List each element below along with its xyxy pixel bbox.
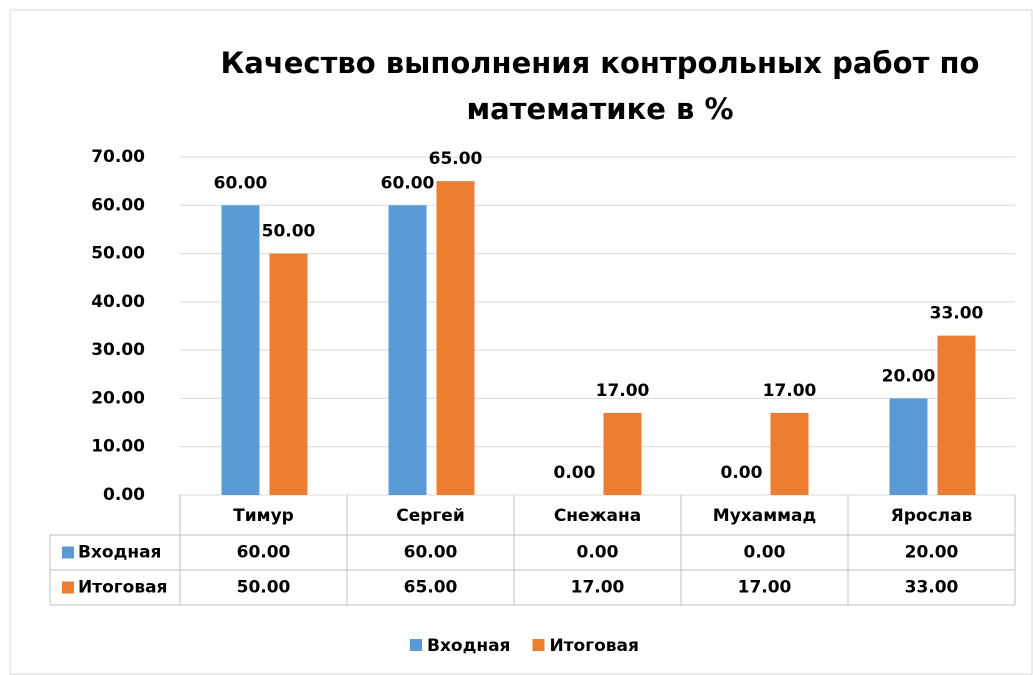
bar — [221, 205, 260, 496]
x-tick-label: Ярослав — [891, 506, 973, 526]
table-cell: 60.00 — [404, 543, 458, 563]
table-cell: 50.00 — [237, 578, 291, 598]
y-tick-label: 50.00 — [91, 244, 145, 264]
y-tick-label: 70.00 — [91, 147, 145, 167]
chart-frame — [9, 9, 1033, 675]
x-tick-label: Мухаммад — [713, 506, 816, 526]
x-tick-label: Снежана — [554, 506, 641, 526]
bar — [889, 398, 928, 495]
legend-label: Итоговая — [549, 636, 638, 656]
table-cell: 17.00 — [571, 578, 625, 598]
data-label: 17.00 — [763, 381, 817, 401]
legend-key — [532, 639, 545, 651]
legend-key — [62, 546, 74, 559]
x-tick-label: Сергей — [396, 506, 465, 526]
data-label: 17.00 — [596, 381, 650, 401]
y-tick-label: 60.00 — [91, 195, 145, 215]
data-label: 60.00 — [381, 173, 435, 193]
data-label: 0.00 — [721, 463, 763, 483]
data-label: 50.00 — [262, 222, 316, 242]
bar — [436, 181, 475, 495]
data-label: 60.00 — [214, 173, 268, 193]
data-label: 20.00 — [882, 366, 936, 386]
table-cell: 17.00 — [738, 578, 792, 598]
table-cell: 0.00 — [744, 543, 786, 563]
legend-key — [62, 581, 74, 594]
data-label: 33.00 — [930, 304, 984, 324]
y-tick-label: 10.00 — [91, 437, 145, 457]
bar — [269, 253, 308, 495]
legend-key — [410, 639, 422, 651]
x-tick-label: Тимур — [233, 506, 294, 526]
y-tick-label: 40.00 — [91, 292, 145, 312]
table-cell: 0.00 — [577, 543, 619, 563]
table-cell: 65.00 — [404, 578, 458, 598]
table-cell: 33.00 — [905, 578, 959, 598]
table-cell: 20.00 — [905, 543, 959, 563]
table-row-label: Итоговая — [78, 578, 167, 598]
bar — [937, 335, 976, 495]
bar — [770, 412, 809, 495]
bar — [603, 412, 642, 495]
table-row-label: Входная — [78, 543, 161, 563]
chart-title: Качество выполнения контрольных работ по… — [220, 46, 980, 126]
bar — [388, 205, 427, 496]
legend-label: Входная — [427, 636, 510, 656]
table-cell: 60.00 — [237, 543, 291, 563]
y-tick-label: 20.00 — [91, 388, 145, 408]
data-label: 65.00 — [429, 149, 483, 169]
data-label: 0.00 — [554, 463, 596, 483]
y-tick-label: 30.00 — [91, 340, 145, 360]
y-tick-label: 0.00 — [103, 485, 145, 505]
